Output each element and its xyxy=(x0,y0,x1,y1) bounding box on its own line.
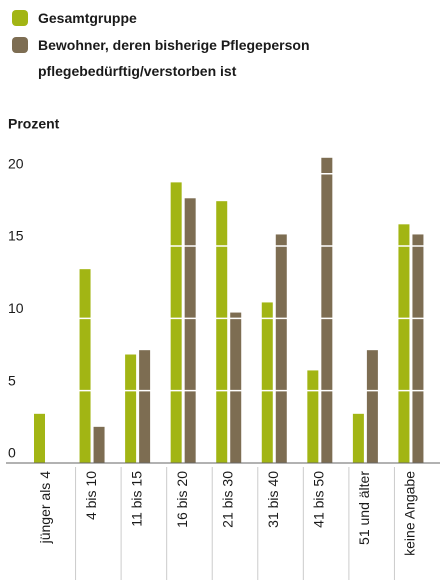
x-tick-label: 4 bis 10 xyxy=(83,471,99,520)
bar xyxy=(261,302,273,463)
x-tick-label: 11 bis 15 xyxy=(128,471,144,527)
y-tick-label: 5 xyxy=(8,372,16,388)
legend-label: Gesamtgruppe xyxy=(38,10,137,26)
bar xyxy=(216,201,228,463)
x-tick-label: 41 bis 50 xyxy=(311,471,327,528)
legend-swatch xyxy=(12,10,28,26)
bar xyxy=(170,182,182,463)
bar xyxy=(125,354,137,463)
y-axis-label: Prozent xyxy=(8,116,60,132)
bar xyxy=(275,234,287,463)
bar xyxy=(184,198,196,463)
bar xyxy=(412,234,424,463)
bar xyxy=(352,413,364,463)
bar xyxy=(34,413,45,463)
x-tick-label: keine Angabe xyxy=(402,471,418,556)
x-tick-label: jünger als 4 xyxy=(37,471,53,545)
x-tick-label: 51 und älter xyxy=(356,471,372,545)
legend-item: Gesamtgruppe xyxy=(12,5,368,31)
bar xyxy=(79,269,91,463)
y-tick-label: 20 xyxy=(8,155,24,171)
y-tick-label: 15 xyxy=(8,228,24,244)
x-tick-label: 16 bis 20 xyxy=(174,471,190,528)
legend-label: Bewohner, deren bisherige Pflegeperson p… xyxy=(38,37,310,79)
y-tick-label: 10 xyxy=(8,300,24,316)
x-tick-label: 31 bis 40 xyxy=(265,471,281,528)
bar xyxy=(93,426,105,463)
x-tick-label: 21 bis 30 xyxy=(219,471,235,528)
legend-swatch xyxy=(12,37,28,53)
legend-item: Bewohner, deren bisherige Pflegeperson p… xyxy=(12,32,368,84)
bar xyxy=(230,312,242,463)
bar xyxy=(398,224,410,463)
bar xyxy=(366,350,378,463)
y-tick-label: 0 xyxy=(8,445,16,461)
bar xyxy=(307,370,319,463)
bar xyxy=(321,157,333,463)
bar xyxy=(139,350,151,463)
